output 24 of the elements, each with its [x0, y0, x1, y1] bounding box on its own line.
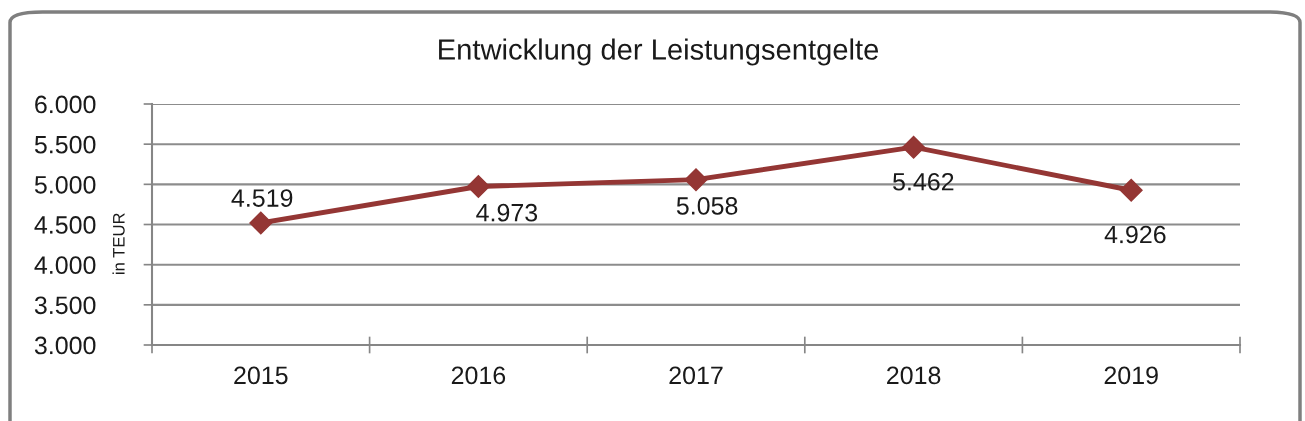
- y-axis-title: in TEUR: [112, 213, 125, 275]
- chart-title: Entwicklung der Leistungsentgelte: [439, 38, 879, 66]
- point: [466, 175, 490, 199]
- data-label: 4.519: [231, 189, 293, 207]
- point: [684, 168, 708, 192]
- x-tick-label: 2015: [234, 366, 288, 385]
- data-label: 5.462: [893, 172, 954, 191]
- y-tick-label: 6.000: [35, 95, 96, 114]
- y-tick-label: 3.500: [34, 296, 96, 315]
- y-tick-label: 4.500: [34, 216, 96, 234]
- data-label: 4.973: [476, 203, 538, 222]
- y-tick-label: 5.500: [34, 135, 96, 154]
- y-tick-label: 5.000: [34, 175, 96, 194]
- y-tick-label: 3.000: [34, 336, 96, 355]
- point: [249, 211, 273, 235]
- point: [902, 135, 926, 159]
- y-tick-label: 4.000: [34, 256, 96, 274]
- point: [1119, 178, 1143, 202]
- x-tick-label: 2017: [669, 366, 723, 385]
- data-label: 5.058: [676, 197, 738, 215]
- x-tick-label: 2018: [887, 366, 941, 385]
- x-tick-label: 2019: [1104, 366, 1158, 385]
- data-label: 4.926: [1104, 225, 1166, 244]
- x-tick-label: 2016: [451, 366, 506, 385]
